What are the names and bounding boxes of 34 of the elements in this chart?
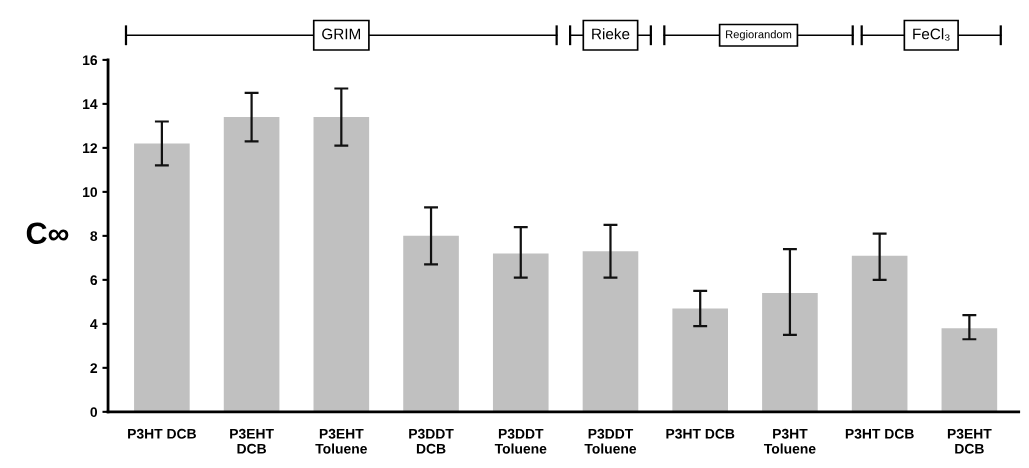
x-tick-label: P3HT DCB (845, 428, 914, 439)
text: Rieke (592, 28, 630, 40)
y-tick-label: 14 (83, 99, 98, 109)
bar (582, 251, 639, 412)
bar (313, 117, 370, 412)
x-tick-label: P3DDT DCB (409, 428, 454, 454)
x-tick-label: P3EHT Toluene (315, 428, 367, 454)
bar (941, 328, 998, 412)
x-tick-label: P3HT DCB (128, 428, 196, 439)
bar (403, 235, 459, 412)
y-tick-label: 12 (83, 143, 98, 153)
bar (762, 293, 818, 412)
x-tick-label: P3DDT Toluene (494, 428, 547, 454)
y-axis-title: C∞ (26, 222, 69, 245)
y-tick-label: 4 (90, 319, 98, 329)
y-tick-label: 6 (90, 275, 98, 286)
text: FeCl₃ (913, 28, 950, 41)
x-tick-label: P3DDT Toluene (584, 428, 637, 454)
bar (851, 255, 908, 412)
bar (492, 253, 549, 412)
bar (223, 117, 280, 412)
y-tick-label: 16 (83, 55, 98, 66)
y-tick-label: 2 (90, 363, 98, 373)
x-tick-label: P3HT Toluene (763, 428, 816, 454)
y-tick-label: 10 (83, 187, 98, 198)
bar (672, 308, 729, 412)
text: GRIM (322, 28, 361, 40)
text: Regiorandom (726, 30, 792, 41)
x-tick-label: P3EHT DCB (230, 428, 274, 454)
x-tick-label: P3EHT DCB (947, 428, 992, 454)
y-tick-label: 0 (90, 407, 98, 418)
bar (134, 143, 190, 412)
y-tick-label: 8 (90, 231, 98, 242)
x-tick-label: P3HT DCB (666, 428, 735, 439)
